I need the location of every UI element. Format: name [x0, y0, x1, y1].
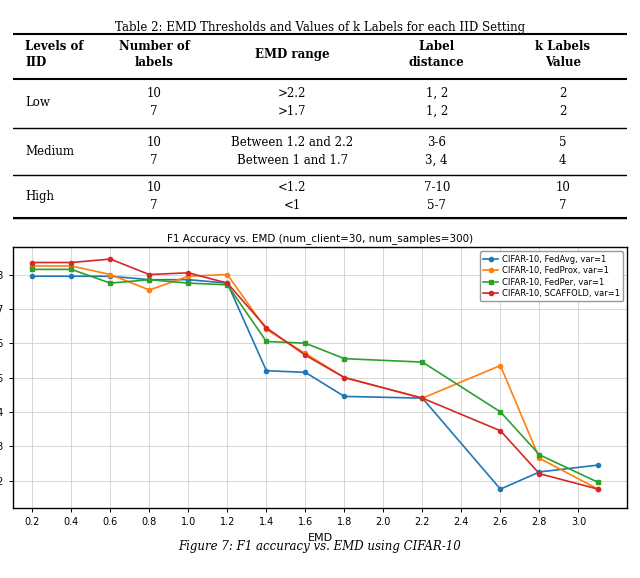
Text: 7-10
5-7: 7-10 5-7: [424, 181, 450, 212]
CIFAR-10, FedProx, var=1: [184, 273, 192, 280]
CIFAR-10, FedPer, var=1: [594, 479, 602, 486]
CIFAR-10, FedProx, var=1: [536, 455, 543, 462]
CIFAR-10, FedAvg, var=1: [223, 280, 231, 287]
CIFAR-10, FedProx, var=1: [106, 271, 114, 278]
CIFAR-10, SCAFFOLD, var=1: [67, 259, 75, 266]
Text: 3-6
3, 4: 3-6 3, 4: [426, 136, 448, 167]
CIFAR-10, FedPer, var=1: [497, 409, 504, 416]
CIFAR-10, FedAvg, var=1: [67, 273, 75, 280]
CIFAR-10, FedAvg, var=1: [419, 395, 426, 402]
Text: Number of
labels: Number of labels: [118, 40, 189, 69]
Line: CIFAR-10, FedPer, var=1: CIFAR-10, FedPer, var=1: [30, 267, 600, 484]
CIFAR-10, FedAvg, var=1: [497, 486, 504, 492]
CIFAR-10, FedAvg, var=1: [301, 369, 309, 376]
CIFAR-10, FedAvg, var=1: [594, 462, 602, 469]
Text: 10
7: 10 7: [147, 181, 161, 212]
CIFAR-10, SCAFFOLD, var=1: [106, 255, 114, 262]
CIFAR-10, FedProx, var=1: [28, 262, 36, 269]
CIFAR-10, FedPer, var=1: [223, 281, 231, 288]
CIFAR-10, FedPer, var=1: [28, 266, 36, 273]
Text: Between 1.2 and 2.2
Between 1 and 1.7: Between 1.2 and 2.2 Between 1 and 1.7: [231, 136, 353, 167]
CIFAR-10, FedProx, var=1: [594, 486, 602, 492]
CIFAR-10, SCAFFOLD, var=1: [223, 280, 231, 287]
CIFAR-10, FedPer, var=1: [145, 276, 153, 283]
CIFAR-10, SCAFFOLD, var=1: [145, 271, 153, 278]
Text: Figure 7: F1 accuracy vs. EMD using CIFAR-10: Figure 7: F1 accuracy vs. EMD using CIFA…: [179, 540, 461, 553]
CIFAR-10, FedProx, var=1: [145, 287, 153, 294]
CIFAR-10, FedAvg, var=1: [145, 276, 153, 283]
CIFAR-10, FedPer, var=1: [184, 280, 192, 287]
CIFAR-10, SCAFFOLD, var=1: [536, 470, 543, 477]
CIFAR-10, FedProx, var=1: [67, 262, 75, 269]
CIFAR-10, FedPer, var=1: [67, 266, 75, 273]
Text: EMD range: EMD range: [255, 48, 330, 61]
CIFAR-10, FedPer, var=1: [340, 355, 348, 362]
CIFAR-10, FedAvg, var=1: [536, 469, 543, 476]
CIFAR-10, FedProx, var=1: [301, 350, 309, 357]
Text: Medium: Medium: [25, 145, 74, 158]
CIFAR-10, SCAFFOLD, var=1: [262, 324, 270, 331]
Text: >2.2
>1.7: >2.2 >1.7: [278, 87, 307, 118]
CIFAR-10, SCAFFOLD, var=1: [301, 352, 309, 359]
CIFAR-10, FedPer, var=1: [419, 358, 426, 365]
CIFAR-10, SCAFFOLD, var=1: [184, 269, 192, 276]
CIFAR-10, FedProx, var=1: [419, 395, 426, 402]
CIFAR-10, SCAFFOLD, var=1: [28, 259, 36, 266]
Text: Levels of
IID: Levels of IID: [25, 40, 84, 69]
Text: 10
7: 10 7: [147, 136, 161, 167]
CIFAR-10, FedPer, var=1: [301, 340, 309, 347]
CIFAR-10, FedProx, var=1: [340, 374, 348, 381]
Legend: CIFAR-10, FedAvg, var=1, CIFAR-10, FedProx, var=1, CIFAR-10, FedPer, var=1, CIFA: CIFAR-10, FedAvg, var=1, CIFAR-10, FedPr…: [480, 251, 623, 301]
Text: 1, 2
1, 2: 1, 2 1, 2: [426, 87, 448, 118]
CIFAR-10, FedProx, var=1: [262, 326, 270, 333]
CIFAR-10, SCAFFOLD, var=1: [340, 374, 348, 381]
Text: <1.2
<1: <1.2 <1: [278, 181, 307, 212]
Text: 5
4: 5 4: [559, 136, 566, 167]
CIFAR-10, FedPer, var=1: [262, 338, 270, 345]
Text: 10
7: 10 7: [147, 87, 161, 118]
Text: k Labels
Value: k Labels Value: [535, 40, 590, 69]
CIFAR-10, FedAvg, var=1: [28, 273, 36, 280]
CIFAR-10, FedProx, var=1: [497, 362, 504, 369]
Line: CIFAR-10, FedProx, var=1: CIFAR-10, FedProx, var=1: [30, 264, 600, 491]
CIFAR-10, FedAvg, var=1: [184, 276, 192, 283]
X-axis label: EMD: EMD: [307, 532, 333, 543]
Title: F1 Accuracy vs. EMD (num_client=30, num_samples=300): F1 Accuracy vs. EMD (num_client=30, num_…: [167, 234, 473, 244]
CIFAR-10, SCAFFOLD, var=1: [419, 395, 426, 402]
Text: 10
7: 10 7: [556, 181, 570, 212]
Text: High: High: [25, 190, 54, 203]
Line: CIFAR-10, SCAFFOLD, var=1: CIFAR-10, SCAFFOLD, var=1: [30, 257, 600, 491]
Text: Label
distance: Label distance: [409, 40, 465, 69]
CIFAR-10, FedPer, var=1: [106, 280, 114, 287]
CIFAR-10, FedProx, var=1: [223, 271, 231, 278]
Text: Low: Low: [25, 96, 50, 109]
Line: CIFAR-10, FedAvg, var=1: CIFAR-10, FedAvg, var=1: [30, 274, 600, 491]
CIFAR-10, FedAvg, var=1: [340, 393, 348, 400]
CIFAR-10, FedPer, var=1: [536, 451, 543, 458]
Text: Table 2: EMD Thresholds and Values of k Labels for each IID Setting: Table 2: EMD Thresholds and Values of k …: [115, 21, 525, 35]
CIFAR-10, FedAvg, var=1: [262, 367, 270, 374]
CIFAR-10, FedAvg, var=1: [106, 273, 114, 280]
CIFAR-10, SCAFFOLD, var=1: [594, 486, 602, 492]
CIFAR-10, SCAFFOLD, var=1: [497, 427, 504, 434]
Text: 2
2: 2 2: [559, 87, 566, 118]
